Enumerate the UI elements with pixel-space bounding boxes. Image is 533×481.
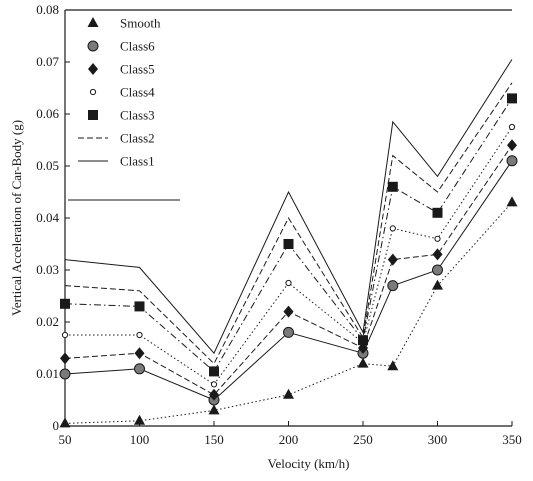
legend-item-class1: Class1 bbox=[78, 154, 155, 169]
y-tick-label: 0.04 bbox=[36, 210, 59, 225]
data-point-class3 bbox=[283, 239, 294, 249]
x-tick-label: 200 bbox=[279, 432, 299, 447]
data-point-class6 bbox=[59, 368, 71, 380]
legend-item-class6: Class6 bbox=[87, 39, 155, 54]
data-point-class6 bbox=[506, 155, 518, 167]
y-tick-label: 0.08 bbox=[36, 2, 59, 17]
legend-item-class3: Class3 bbox=[88, 108, 155, 123]
data-point-class5 bbox=[283, 305, 294, 318]
data-point-class3 bbox=[507, 93, 517, 104]
legend-marker-class3 bbox=[88, 110, 98, 120]
data-point-smooth bbox=[208, 404, 220, 415]
y-tick-label: 0.02 bbox=[36, 314, 59, 329]
y-tick-label: 0.07 bbox=[36, 54, 59, 69]
x-tick-label: 100 bbox=[130, 432, 150, 447]
legend-item-class5: Class5 bbox=[88, 62, 155, 77]
legend-label-class2: Class2 bbox=[120, 131, 155, 146]
series-line-class6 bbox=[64, 160, 513, 401]
data-point-class4 bbox=[136, 331, 143, 339]
series-class4 bbox=[61, 123, 516, 388]
legend-label-class1: Class1 bbox=[120, 154, 155, 169]
legend: Smooth Class6 Class5 Class4 Class3 Class2 Clas… bbox=[68, 16, 180, 201]
data-point-class3 bbox=[358, 335, 368, 346]
y-tick-label: 0.05 bbox=[36, 158, 59, 173]
series-line-class4 bbox=[65, 126, 513, 386]
y-axis-title: Vertical Acceleration of Car-Body (g) bbox=[9, 120, 24, 316]
x-tick-label: 250 bbox=[353, 432, 373, 447]
y-tick-label: 0.03 bbox=[36, 262, 59, 277]
data-point-class4 bbox=[434, 235, 441, 242]
legend-item-class2: Class2 bbox=[78, 131, 155, 146]
data-point-class4 bbox=[389, 225, 396, 232]
legend-label-class5: Class5 bbox=[120, 62, 155, 77]
x-tick-label: 150 bbox=[204, 432, 224, 447]
data-point-smooth bbox=[387, 360, 399, 371]
legend-marker-class4 bbox=[89, 88, 97, 96]
x-tick-label: 350 bbox=[502, 432, 522, 447]
legend-marker-class5 bbox=[88, 63, 98, 75]
data-point-smooth bbox=[506, 196, 518, 207]
data-point-smooth bbox=[432, 279, 443, 290]
data-point-class3 bbox=[209, 366, 219, 377]
data-point-class3 bbox=[432, 207, 443, 218]
data-point-class6 bbox=[387, 280, 399, 292]
series-line-smooth bbox=[64, 202, 513, 424]
legend-item-class4: Class4 bbox=[89, 85, 155, 100]
series-class2 bbox=[64, 82, 513, 365]
y-tick-label: 0.06 bbox=[36, 106, 59, 121]
legend-label-class4: Class4 bbox=[120, 85, 155, 100]
legend-marker-class6 bbox=[87, 40, 99, 52]
series-line-class3 bbox=[64, 98, 513, 373]
data-point-class4 bbox=[210, 381, 218, 388]
legend-label-class6: Class6 bbox=[120, 39, 155, 54]
legend-label-class3: Class3 bbox=[120, 108, 155, 123]
axes: 0 0.01 0.02 0.03 0.04 0.05 0.06 0.07 0.08 50 100 15… bbox=[36, 2, 522, 447]
data-point-class6 bbox=[432, 264, 443, 276]
series-line-class1 bbox=[64, 59, 513, 355]
x-tick-label: 50 bbox=[59, 432, 72, 447]
series-smooth bbox=[59, 196, 518, 428]
data-point-class3 bbox=[134, 301, 145, 312]
series-line-class5 bbox=[64, 144, 513, 396]
data-point-class5 bbox=[432, 248, 443, 261]
data-point-class5 bbox=[507, 139, 517, 152]
series-class5 bbox=[60, 139, 517, 401]
series-line-class2 bbox=[64, 82, 513, 365]
legend-item-smooth: Smooth bbox=[87, 16, 161, 31]
data-point-class5 bbox=[134, 347, 145, 360]
x-axis-title: Velocity (km/h) bbox=[268, 456, 350, 471]
data-point-class6 bbox=[134, 363, 145, 375]
y-tick-label: 0 bbox=[53, 418, 60, 433]
x-tick-label: 300 bbox=[428, 432, 448, 447]
y-tick-label: 0.01 bbox=[36, 366, 59, 381]
data-point-class5 bbox=[209, 388, 219, 401]
data-point-class6 bbox=[283, 326, 294, 338]
data-point-class3 bbox=[387, 181, 398, 192]
data-point-class5 bbox=[387, 253, 398, 266]
series-class3 bbox=[60, 93, 517, 377]
data-point-class4 bbox=[285, 279, 292, 287]
legend-marker-smooth bbox=[87, 17, 99, 27]
data-point-class5 bbox=[60, 352, 70, 365]
legend-label-smooth: Smooth bbox=[120, 16, 161, 31]
data-point-class4 bbox=[508, 123, 516, 131]
data-point-smooth bbox=[357, 357, 369, 368]
data-point-smooth bbox=[59, 417, 71, 428]
data-point-class3 bbox=[60, 298, 70, 309]
data-point-class4 bbox=[61, 331, 69, 339]
series-class1 bbox=[64, 59, 513, 355]
series-layer bbox=[59, 59, 518, 428]
data-point-smooth bbox=[283, 388, 294, 399]
data-point-smooth bbox=[134, 414, 145, 425]
